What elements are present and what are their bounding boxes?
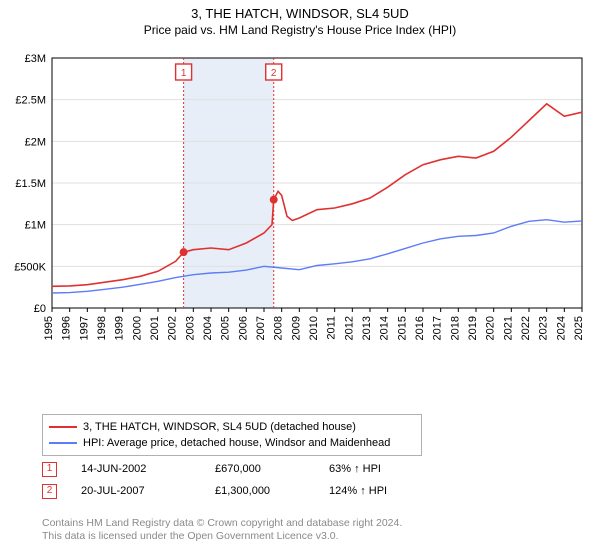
x-axis-label: 1996 [61,316,73,340]
sale-date: 14-JUN-2002 [81,463,191,475]
y-axis-label: £0 [34,303,46,315]
y-axis-label: £3M [25,53,46,65]
y-axis-label: £1.5M [15,178,46,190]
x-axis-label: 2019 [467,316,479,340]
x-axis-label: 2018 [449,316,461,340]
footer-attribution: Contains HM Land Registry data © Crown c… [42,517,402,544]
x-axis-label: 2017 [432,316,444,340]
x-axis-label: 2001 [149,316,161,340]
x-axis-label: 1997 [78,316,90,340]
sale-marker-number: 1 [181,68,187,79]
legend-row: HPI: Average price, detached house, Wind… [49,435,415,451]
x-axis-label: 2013 [361,316,373,340]
x-axis-label: 2010 [308,316,320,340]
sale-price: £1,300,000 [215,485,305,497]
legend-label: HPI: Average price, detached house, Wind… [83,437,390,449]
x-axis-label: 2021 [502,316,514,340]
x-axis-label: 2016 [414,316,426,340]
sale-event-dot [270,196,278,204]
property-price-line [52,104,582,286]
x-axis-label: 2002 [167,316,179,340]
sale-vs-hpi: 63% ↑ HPI [329,463,449,475]
x-axis-label: 2022 [520,316,532,340]
x-axis-label: 1999 [114,316,126,340]
y-axis-label: £2.5M [15,95,46,107]
x-axis-label: 2014 [379,316,391,340]
legend-box: 3, THE HATCH, WINDSOR, SL4 5UD (detached… [42,414,422,456]
chart-title-main: 3, THE HATCH, WINDSOR, SL4 5UD [0,6,600,21]
sale-marker-number: 2 [271,68,277,79]
chart-title-sub: Price paid vs. HM Land Registry's House … [0,23,600,37]
title-block: 3, THE HATCH, WINDSOR, SL4 5UD Price pai… [0,0,600,37]
x-axis-label: 2008 [273,316,285,340]
x-axis-label: 2004 [202,316,214,340]
hpi-line [52,220,582,293]
x-axis-label: 2006 [237,316,249,340]
chart-area: £0 £500K £1M £1.5M £2M £2.5M £3M 1995 1996 1997 19… [8,48,592,366]
footer-line2: This data is licensed under the Open Gov… [42,530,402,544]
sale-row-marker: 1 [42,462,57,477]
legend-swatch [49,426,77,428]
x-axis-label: 2012 [343,316,355,340]
x-axis-label: 2025 [573,316,585,340]
x-axis-label: 2000 [131,316,143,340]
x-axis-label: 2007 [255,316,267,340]
x-axis-label: 2009 [290,316,302,340]
x-axis-label: 2005 [220,316,232,340]
x-axis-label: 1995 [43,316,55,340]
sale-vs-hpi: 124% ↑ HPI [329,485,449,497]
y-axis-label: £500K [14,261,46,273]
y-axis-label: £1M [25,220,46,232]
sale-row: 2 20-JUL-2007 £1,300,000 124% ↑ HPI [42,480,449,502]
x-axis-label: 2020 [485,316,497,340]
x-axis-label: 2015 [396,316,408,340]
sale-row-marker: 2 [42,484,57,499]
sale-event-dot [180,248,188,256]
legend-swatch [49,442,77,444]
sale-event-table: 1 14-JUN-2002 £670,000 63% ↑ HPI 2 20-JUL-200… [42,458,449,502]
legend-row: 3, THE HATCH, WINDSOR, SL4 5UD (detached… [49,419,415,435]
sale-date: 20-JUL-2007 [81,485,191,497]
legend-label: 3, THE HATCH, WINDSOR, SL4 5UD (detached… [83,421,356,433]
price-chart-svg: £0 £500K £1M £1.5M £2M £2.5M £3M 1995 1996 1997 19… [8,48,592,366]
x-axis-label: 2011 [326,316,338,340]
sale-row: 1 14-JUN-2002 £670,000 63% ↑ HPI [42,458,449,480]
x-axis-label: 2003 [184,316,196,340]
y-axis-label: £2M [25,136,46,148]
x-axis-label: 2024 [555,316,567,340]
x-axis-label: 2023 [538,316,550,340]
footer-line1: Contains HM Land Registry data © Crown c… [42,517,402,531]
x-axis-label: 1998 [96,316,108,340]
sale-price: £670,000 [215,463,305,475]
